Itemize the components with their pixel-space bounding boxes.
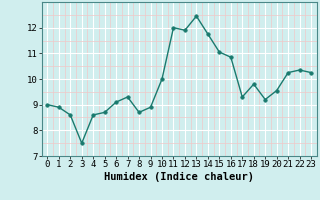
X-axis label: Humidex (Indice chaleur): Humidex (Indice chaleur) bbox=[104, 172, 254, 182]
